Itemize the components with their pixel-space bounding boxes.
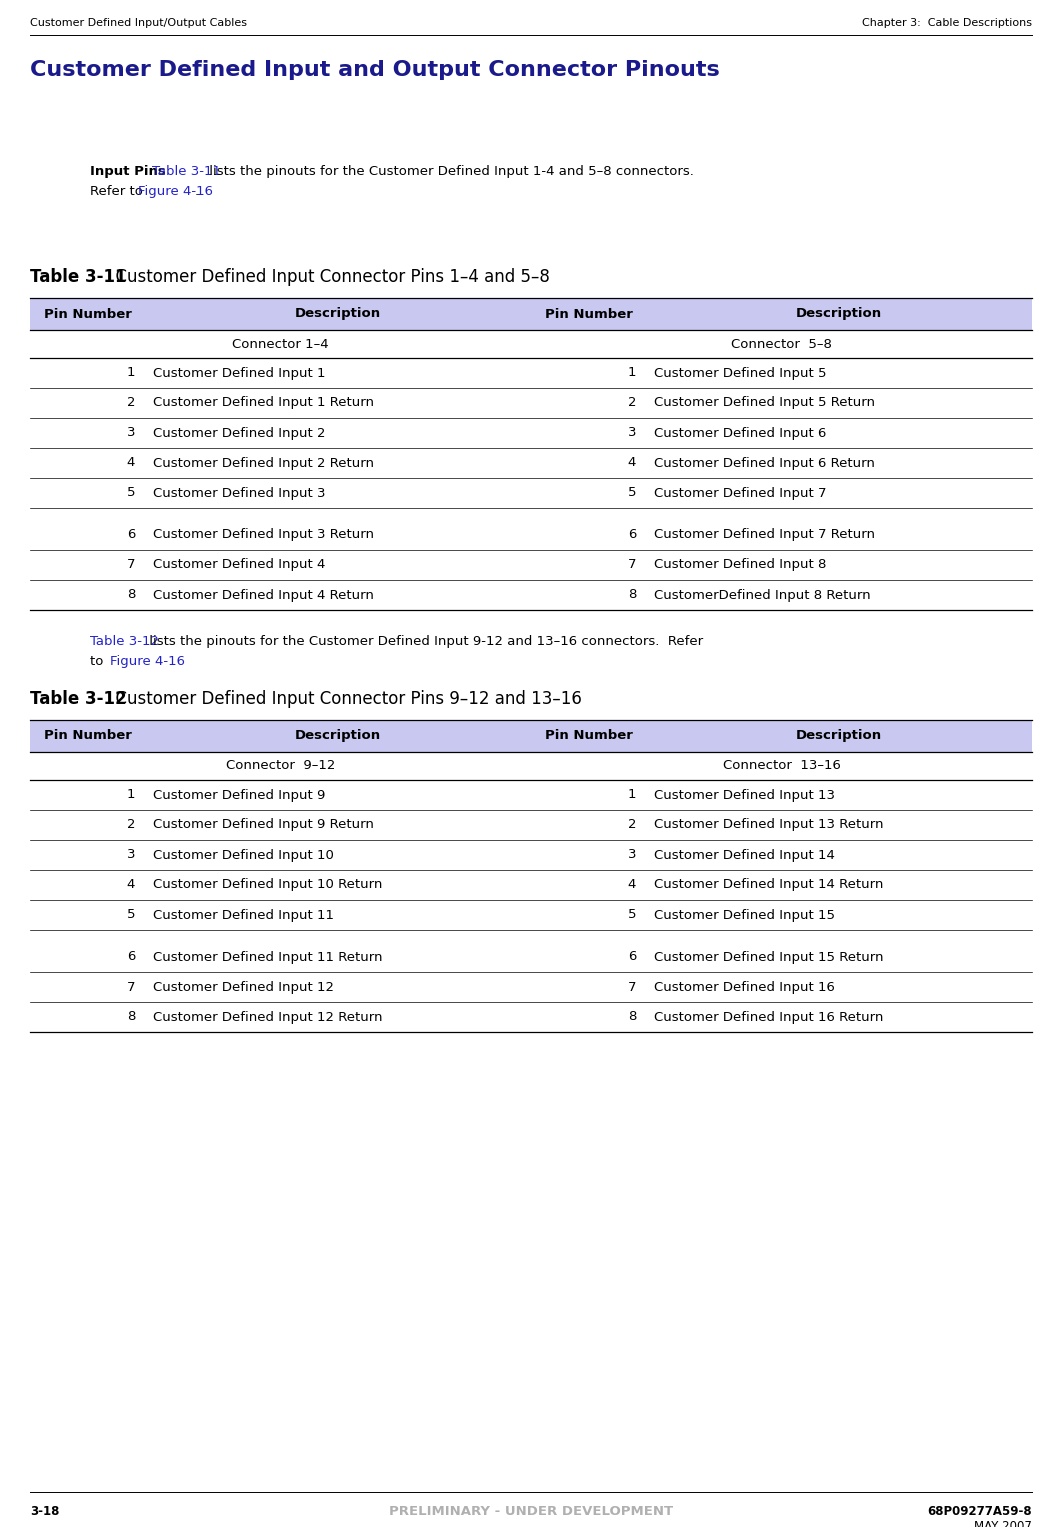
Text: 5: 5 (628, 909, 636, 921)
Text: 3: 3 (628, 849, 636, 861)
Text: Customer Defined Input 11 Return: Customer Defined Input 11 Return (153, 950, 382, 964)
Text: 6: 6 (628, 528, 636, 542)
Text: 6: 6 (628, 950, 636, 964)
Text: to: to (90, 655, 107, 667)
Text: Customer Defined Input 14: Customer Defined Input 14 (654, 849, 835, 861)
Text: Customer Defined Input 1 Return: Customer Defined Input 1 Return (153, 397, 374, 409)
Text: Table 3-12: Table 3-12 (90, 635, 159, 647)
Text: Table 3-11: Table 3-11 (152, 165, 221, 179)
Text: 68P09277A59-8: 68P09277A59-8 (927, 1506, 1032, 1518)
Text: Customer Defined Input 15 Return: Customer Defined Input 15 Return (654, 950, 884, 964)
Text: .: . (195, 185, 200, 199)
Text: 1: 1 (126, 366, 135, 380)
Text: Customer Defined Input Connector Pins 9–12 and 13–16: Customer Defined Input Connector Pins 9–… (105, 690, 582, 709)
Text: Customer Defined Input 9: Customer Defined Input 9 (153, 788, 326, 802)
Text: Customer Defined Input Connector Pins 1–4 and 5–8: Customer Defined Input Connector Pins 1–… (105, 269, 550, 286)
Text: Customer Defined Input 12 Return: Customer Defined Input 12 Return (153, 1011, 382, 1023)
Text: Customer Defined Input 3: Customer Defined Input 3 (153, 487, 326, 499)
Text: 8: 8 (628, 588, 636, 602)
Text: Customer Defined Input 2 Return: Customer Defined Input 2 Return (153, 457, 374, 469)
Text: Customer Defined Input 15: Customer Defined Input 15 (654, 909, 835, 921)
Text: Customer Defined Input 2: Customer Defined Input 2 (153, 426, 326, 440)
Text: Customer Defined Input 7: Customer Defined Input 7 (654, 487, 826, 499)
Text: 1: 1 (628, 788, 636, 802)
Text: Pin Number: Pin Number (545, 730, 633, 742)
Text: 2: 2 (126, 397, 135, 409)
Text: Customer Defined Input 1: Customer Defined Input 1 (153, 366, 326, 380)
Text: 1: 1 (126, 788, 135, 802)
Text: Pin Number: Pin Number (545, 307, 633, 321)
Text: 6: 6 (126, 528, 135, 542)
Text: Customer Defined Input 13: Customer Defined Input 13 (654, 788, 835, 802)
Text: Refer to: Refer to (90, 185, 148, 199)
Text: Customer Defined Input 7 Return: Customer Defined Input 7 Return (654, 528, 875, 542)
Text: Description: Description (796, 307, 883, 321)
Text: Customer Defined Input 14 Return: Customer Defined Input 14 Return (654, 878, 884, 892)
Text: Customer Defined Input 6: Customer Defined Input 6 (654, 426, 826, 440)
Text: Chapter 3:  Cable Descriptions: Chapter 3: Cable Descriptions (862, 18, 1032, 27)
Text: Figure 4-16: Figure 4-16 (138, 185, 213, 199)
Text: Customer Defined Input 11: Customer Defined Input 11 (153, 909, 335, 921)
Text: Customer Defined Input and Output Connector Pinouts: Customer Defined Input and Output Connec… (30, 60, 720, 79)
Text: Customer Defined Input 16: Customer Defined Input 16 (654, 980, 835, 994)
Text: 5: 5 (126, 487, 135, 499)
Text: Customer Defined Input 13 Return: Customer Defined Input 13 Return (654, 818, 884, 832)
Text: 8: 8 (126, 588, 135, 602)
Text: Customer Defined Input 9 Return: Customer Defined Input 9 Return (153, 818, 374, 832)
Text: 7: 7 (126, 559, 135, 571)
Text: 5: 5 (628, 487, 636, 499)
Text: 2: 2 (628, 818, 636, 832)
Text: 4: 4 (126, 878, 135, 892)
Text: 8: 8 (126, 1011, 135, 1023)
Text: Pin Number: Pin Number (44, 307, 132, 321)
Text: 2: 2 (126, 818, 135, 832)
Text: lists the pinouts for the Customer Defined Input 1-4 and 5–8 connectors.: lists the pinouts for the Customer Defin… (205, 165, 693, 179)
Text: Input Pins: Input Pins (90, 165, 166, 179)
Text: CustomerDefined Input 8 Return: CustomerDefined Input 8 Return (654, 588, 871, 602)
Text: 3: 3 (126, 426, 135, 440)
Text: 7: 7 (628, 559, 636, 571)
Text: Description: Description (295, 730, 381, 742)
Text: Connector  9–12: Connector 9–12 (226, 759, 336, 773)
Text: Connector 1–4: Connector 1–4 (233, 337, 329, 351)
Text: Customer Defined Input 8: Customer Defined Input 8 (654, 559, 826, 571)
Text: Customer Defined Input 16 Return: Customer Defined Input 16 Return (654, 1011, 884, 1023)
Text: 4: 4 (126, 457, 135, 469)
Text: Figure 4-16: Figure 4-16 (110, 655, 185, 667)
Text: 7: 7 (126, 980, 135, 994)
Text: Connector  5–8: Connector 5–8 (731, 337, 832, 351)
Text: Customer Defined Input 6 Return: Customer Defined Input 6 Return (654, 457, 875, 469)
Text: Table 3-12: Table 3-12 (30, 690, 126, 709)
Text: 3: 3 (628, 426, 636, 440)
Text: Table 3-11: Table 3-11 (30, 269, 126, 286)
Text: 3: 3 (126, 849, 135, 861)
Text: 3-18: 3-18 (30, 1506, 59, 1518)
Text: Customer Defined Input 12: Customer Defined Input 12 (153, 980, 335, 994)
Bar (30, 298, 1032, 330)
Text: Customer Defined Input 5 Return: Customer Defined Input 5 Return (654, 397, 875, 409)
Text: Customer Defined Input 4 Return: Customer Defined Input 4 Return (153, 588, 374, 602)
Text: 4: 4 (628, 878, 636, 892)
Text: PRELIMINARY - UNDER DEVELOPMENT: PRELIMINARY - UNDER DEVELOPMENT (389, 1506, 673, 1518)
Text: 2: 2 (628, 397, 636, 409)
Text: Customer Defined Input 10 Return: Customer Defined Input 10 Return (153, 878, 382, 892)
Text: 7: 7 (628, 980, 636, 994)
Text: Customer Defined Input 10: Customer Defined Input 10 (153, 849, 335, 861)
Text: 5: 5 (126, 909, 135, 921)
Text: lists the pinouts for the Customer Defined Input 9-12 and 13–16 connectors.  Ref: lists the pinouts for the Customer Defin… (145, 635, 703, 647)
Text: MAY 2007: MAY 2007 (974, 1519, 1032, 1527)
Text: Customer Defined Input/Output Cables: Customer Defined Input/Output Cables (30, 18, 247, 27)
Text: Connector  13–16: Connector 13–16 (722, 759, 840, 773)
Text: Customer Defined Input 3 Return: Customer Defined Input 3 Return (153, 528, 374, 542)
Text: 4: 4 (628, 457, 636, 469)
Text: Description: Description (295, 307, 381, 321)
Text: 6: 6 (126, 950, 135, 964)
Text: Customer Defined Input 4: Customer Defined Input 4 (153, 559, 326, 571)
Text: 1: 1 (628, 366, 636, 380)
Text: 8: 8 (628, 1011, 636, 1023)
Text: Description: Description (796, 730, 883, 742)
Text: Pin Number: Pin Number (44, 730, 132, 742)
Text: Customer Defined Input 5: Customer Defined Input 5 (654, 366, 826, 380)
Bar (30, 721, 1032, 751)
